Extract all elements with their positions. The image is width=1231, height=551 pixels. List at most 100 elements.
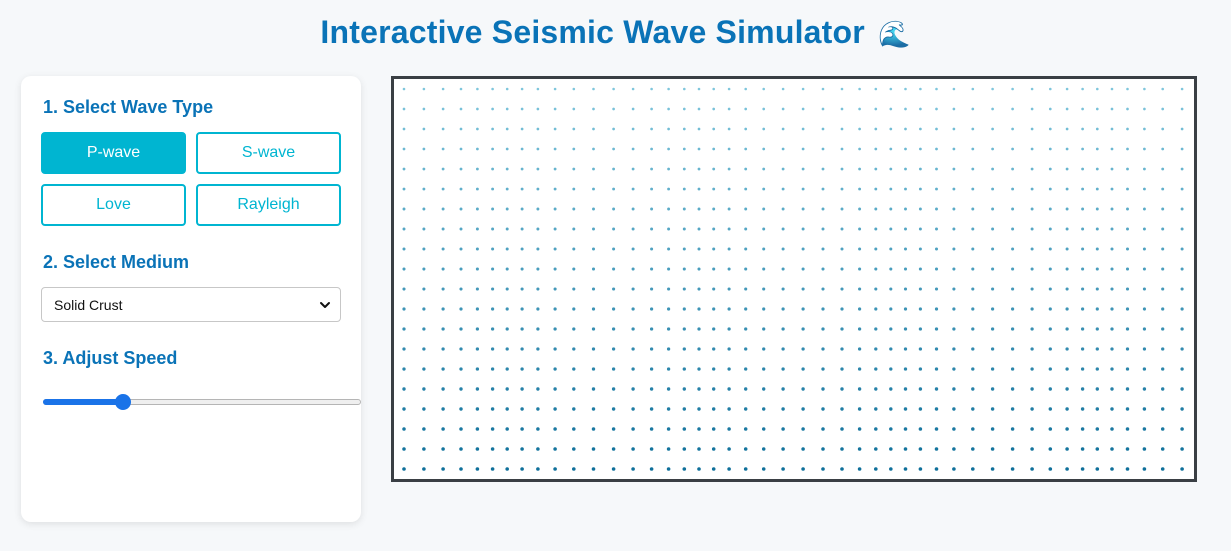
particle <box>520 147 524 151</box>
particle <box>952 327 956 331</box>
particle <box>1125 267 1130 271</box>
particle <box>889 467 893 471</box>
particle <box>781 347 785 351</box>
particle <box>697 287 701 291</box>
particle <box>572 287 576 291</box>
particle <box>1096 87 1099 91</box>
particle <box>649 387 654 391</box>
particle <box>631 287 635 291</box>
particle <box>553 287 557 291</box>
particle <box>520 167 524 171</box>
particle <box>858 187 862 191</box>
particle <box>612 187 616 191</box>
particle <box>491 127 494 131</box>
particle <box>682 327 686 331</box>
particle <box>874 387 878 391</box>
particle <box>889 187 893 191</box>
particle <box>612 267 616 271</box>
particle <box>476 147 479 151</box>
particle <box>971 407 975 411</box>
particle <box>1142 287 1146 291</box>
particle <box>935 87 938 91</box>
particle <box>821 367 825 371</box>
particle <box>874 147 878 151</box>
particle <box>874 127 878 131</box>
medium-select[interactable]: Solid Crust <box>41 287 341 322</box>
particle <box>801 187 805 191</box>
rayleigh-wave-button[interactable]: Rayleigh <box>196 184 341 226</box>
particle <box>840 107 844 111</box>
particle <box>840 347 844 351</box>
particle <box>422 407 426 411</box>
particle <box>1065 407 1069 411</box>
particle <box>1125 287 1130 291</box>
particle <box>459 387 463 391</box>
particle <box>712 167 716 171</box>
particle <box>918 467 923 471</box>
particle <box>1161 347 1165 351</box>
particle <box>781 387 785 391</box>
particle <box>991 207 995 211</box>
particle <box>781 127 785 131</box>
particle <box>727 247 731 251</box>
particle <box>1048 347 1052 351</box>
particle <box>1065 287 1069 291</box>
particle <box>1110 167 1114 171</box>
slider-thumb[interactable] <box>114 394 131 410</box>
particle <box>631 87 635 91</box>
particle <box>441 307 445 311</box>
particle <box>682 407 687 411</box>
particle <box>1065 167 1069 171</box>
particle <box>459 267 463 271</box>
particle <box>1048 147 1052 151</box>
particle <box>441 267 445 271</box>
particle <box>572 207 576 211</box>
particle <box>1161 107 1165 111</box>
particle <box>1010 347 1015 351</box>
particle <box>727 87 731 91</box>
particle <box>1065 247 1069 251</box>
particle <box>727 167 731 171</box>
particle <box>505 327 509 331</box>
particle <box>874 427 878 431</box>
particle <box>801 347 805 351</box>
particle <box>1142 467 1147 471</box>
love-wave-button[interactable]: Love <box>41 184 186 226</box>
particle <box>520 227 524 231</box>
particle <box>591 347 596 351</box>
particle <box>934 467 939 471</box>
particle <box>990 347 995 351</box>
particle <box>727 347 731 351</box>
particle <box>666 427 671 431</box>
particle <box>918 307 922 311</box>
particle <box>858 107 861 111</box>
particle <box>667 267 671 271</box>
particle <box>1110 187 1114 191</box>
particle <box>402 387 406 391</box>
particle <box>667 167 671 171</box>
particle <box>697 347 701 351</box>
particle <box>971 167 975 171</box>
particle <box>1180 87 1184 91</box>
s-wave-button[interactable]: S-wave <box>196 132 341 174</box>
particle <box>1126 167 1129 171</box>
particle <box>441 347 445 351</box>
particle <box>952 267 956 271</box>
particle <box>874 267 878 271</box>
particle <box>591 247 596 251</box>
particle <box>422 347 426 351</box>
speed-slider[interactable] <box>43 394 361 410</box>
particle <box>762 267 766 271</box>
particle <box>1081 187 1085 191</box>
particle <box>1161 247 1165 251</box>
particle <box>459 467 463 471</box>
particle <box>801 167 805 171</box>
particle <box>553 427 557 431</box>
particle <box>631 367 635 371</box>
particle <box>1048 307 1052 311</box>
p-wave-button[interactable]: P-wave <box>41 132 186 174</box>
particle <box>1011 267 1015 271</box>
particle <box>934 347 939 351</box>
particle <box>1161 267 1165 271</box>
particle <box>1030 467 1034 471</box>
